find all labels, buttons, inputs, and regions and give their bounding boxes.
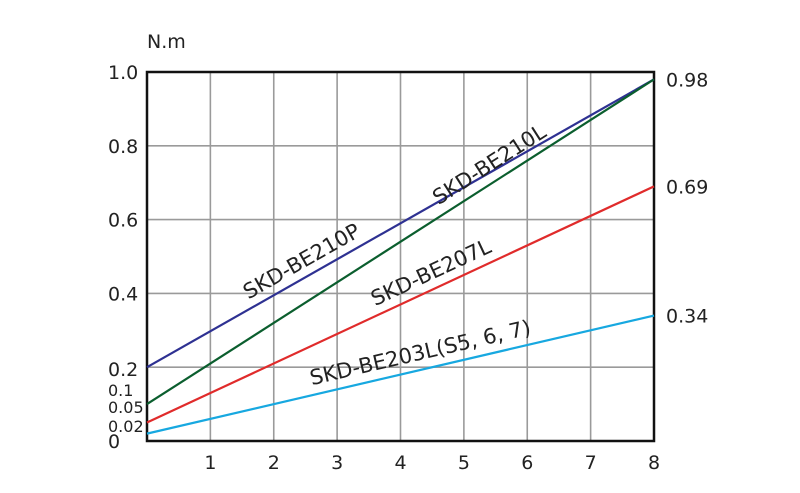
series-label-1: SKD-BE210P [239, 219, 364, 304]
x-tick-label: 3 [331, 452, 343, 474]
series-label-2: SKD-BE210L [428, 119, 550, 209]
y-tick-label: 0.05 [108, 398, 144, 417]
plot-frame [145, 70, 656, 443]
series-line-4 [146, 314, 655, 435]
series-line-2 [146, 78, 655, 406]
series-line-1 [146, 78, 655, 369]
y-tick-label: 0.6 [108, 210, 138, 232]
x-tick-label: 6 [521, 452, 533, 474]
y-tick-label: 0.8 [108, 136, 138, 158]
x-tick-label: 5 [458, 452, 470, 474]
x-tick-label: 7 [585, 452, 597, 474]
right-tick-label: 0.34 [666, 306, 708, 328]
x-tick-label: 8 [648, 452, 660, 474]
y-tick-label: 0.1 [108, 381, 133, 400]
series-label-4: SKD-BE203L(S5, 6, 7) [307, 315, 533, 390]
y-tick-label: 0 [108, 431, 120, 453]
y-tick-label: 1.0 [108, 62, 138, 84]
grid-lines [147, 72, 654, 441]
y-tick-label: 0.02 [108, 417, 144, 436]
series-lines [146, 78, 655, 435]
x-tick-label: 1 [204, 452, 216, 474]
axis-ticks: 1 2 3 4 5 6 7 8 00.020.050.10.2 0.4 0.6 0.8 1.0 0.98 0… [108, 62, 708, 474]
x-tick-label: 4 [394, 452, 406, 474]
y-tick-label: 0.2 [108, 359, 138, 381]
x-tick-label: 2 [268, 452, 280, 474]
series-label-3: SKD-BE207L [367, 234, 495, 311]
series-line-3 [146, 185, 655, 424]
right-tick-label: 0.98 [666, 69, 708, 91]
y-axis-unit: N.m [147, 31, 186, 53]
y-tick-label: 0.4 [108, 283, 138, 305]
right-tick-label: 0.69 [666, 176, 708, 198]
